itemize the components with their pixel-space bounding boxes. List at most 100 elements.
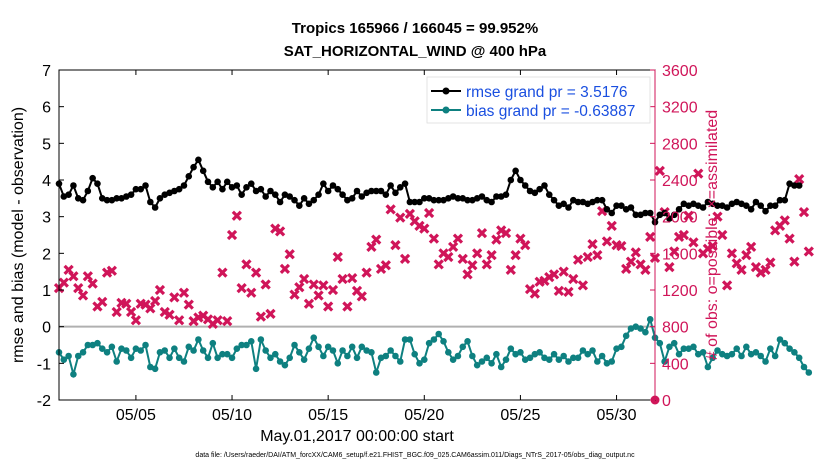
x-tick-label: 05/30 <box>597 407 637 424</box>
obs-count-marker <box>582 251 593 263</box>
obs-count-marker <box>721 280 733 291</box>
obs-marker-stroke <box>390 239 401 251</box>
obs-count-marker <box>688 237 699 248</box>
obs-marker-stroke <box>587 239 598 250</box>
rmse-point <box>454 195 462 202</box>
x-tick-label: 05/10 <box>212 407 252 424</box>
rmse-point <box>132 185 140 193</box>
bias-point <box>478 358 486 365</box>
obs-count-marker <box>111 306 122 318</box>
bias-point <box>286 354 294 362</box>
obs-count-marker <box>745 241 757 253</box>
bias-point <box>545 356 553 363</box>
obs-count-marker <box>87 278 98 289</box>
rmse-point <box>670 211 678 219</box>
rmse-point <box>420 195 428 202</box>
rmse-point <box>387 182 394 189</box>
obs-count-marker <box>390 239 401 251</box>
bias-point <box>493 350 500 358</box>
obs-count-marker <box>616 240 627 252</box>
bias-point <box>127 354 135 362</box>
obs-count-marker <box>361 267 372 278</box>
obs-marker-stroke <box>481 259 492 270</box>
obs-count-marker <box>500 228 512 239</box>
obs-marker-stroke <box>433 259 444 270</box>
obs-count-marker <box>428 233 440 244</box>
bias-point <box>353 354 361 362</box>
bias-point <box>536 349 543 356</box>
obs-count-marker <box>741 250 752 261</box>
rmse-point <box>714 202 721 209</box>
obs-marker-stroke <box>212 315 223 326</box>
obs-marker-stroke <box>423 207 435 219</box>
obs-marker-stroke <box>548 269 560 280</box>
obs-count-marker <box>443 251 454 263</box>
y-right-tick-label: 400 <box>662 356 689 373</box>
obs-marker-stroke <box>342 301 353 312</box>
chart-title-line2: SAT_HORIZONTAL_WIND @ 400 hPa <box>283 43 547 60</box>
bias-series <box>55 316 813 379</box>
obs-marker-stroke <box>298 273 310 285</box>
obs-count-marker <box>794 173 805 185</box>
obs-marker-stroke <box>366 241 377 253</box>
bias-point <box>680 345 688 352</box>
rmse-point <box>94 180 101 187</box>
bias-point <box>767 345 774 352</box>
obs-count-marker <box>174 315 185 326</box>
rmse-point <box>334 185 342 193</box>
rmse-point <box>507 176 515 184</box>
rmse-point <box>223 178 231 186</box>
bias-point <box>257 336 265 343</box>
obs-marker-stroke <box>500 228 512 239</box>
bias-point <box>656 339 664 347</box>
bias-point <box>776 336 784 343</box>
obs-count-marker <box>693 168 704 179</box>
rmse-point <box>353 187 361 195</box>
rmse-point <box>666 215 673 222</box>
rmse-point <box>550 196 558 204</box>
obs-marker-stroke <box>515 233 526 244</box>
obs-marker-stroke <box>779 215 790 226</box>
bias-point <box>392 352 399 360</box>
obs-marker-stroke <box>621 263 632 275</box>
rmse-point <box>368 187 375 195</box>
y-right-axis-label: # of obs: o=possible; ×=assimilated <box>704 110 721 360</box>
obs-marker-stroke <box>486 250 497 261</box>
x-tick-label: 05/15 <box>308 407 348 424</box>
obs-count-marker <box>395 212 406 223</box>
obs-marker-stroke <box>58 277 69 288</box>
bias-point <box>454 352 462 360</box>
rmse-point <box>723 204 731 211</box>
obs-marker-stroke <box>707 240 718 252</box>
legend-marker-bias <box>442 106 450 114</box>
obs-count-marker <box>736 264 747 275</box>
obs-count-marker <box>236 283 247 294</box>
obs-marker-stroke <box>149 295 161 307</box>
obs-count-marker <box>433 259 444 270</box>
obs-marker-stroke <box>409 216 420 227</box>
rmse-point <box>776 196 784 204</box>
obs-marker-stroke <box>678 229 689 241</box>
obs-marker-stroke <box>572 254 584 265</box>
bias-point <box>786 345 793 352</box>
bias-point <box>805 369 813 376</box>
rmse-point <box>536 185 543 193</box>
rmse-point <box>791 182 798 189</box>
legend: rmse grand pr = 3.5176 bias grand pr = -0… <box>426 76 651 124</box>
obs-count-marker <box>332 251 343 263</box>
bias-point <box>469 352 476 360</box>
obs-count-marker <box>645 231 656 242</box>
rmse-point <box>646 209 654 217</box>
bias-point <box>228 354 236 362</box>
bias-point <box>464 338 471 345</box>
obs-count-marker <box>149 295 161 307</box>
obs-count-marker <box>520 239 531 251</box>
obs-count-marker <box>289 289 300 300</box>
obs-count-marker <box>577 280 589 291</box>
rmse-point <box>747 206 755 213</box>
bias-point <box>574 354 582 362</box>
data-file-footnote: data file: /Users/raeder/DAI/ATM_forcXX/… <box>195 452 635 459</box>
bias-point <box>171 345 178 352</box>
rmse-point <box>627 204 635 211</box>
bias-point <box>699 349 707 356</box>
